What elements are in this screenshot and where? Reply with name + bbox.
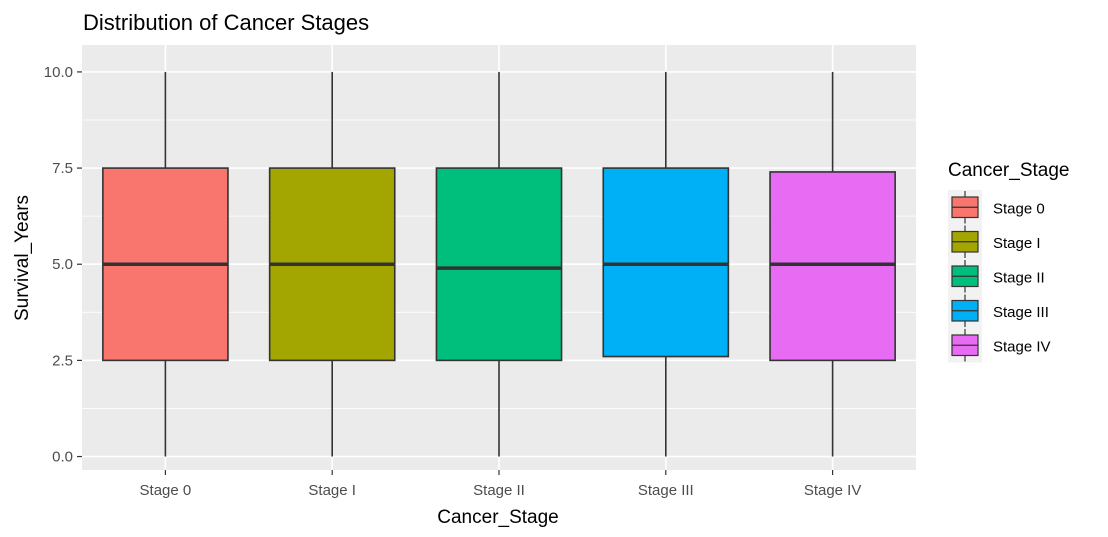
legend-label: Stage II	[993, 269, 1045, 286]
legend-item: Stage I	[948, 224, 1041, 259]
x-tick-label: Stage II	[473, 482, 525, 499]
y-tick-label: 5.0	[52, 256, 73, 273]
legend-title: Cancer_Stage	[948, 160, 1069, 181]
legend-items: Stage 0 Stage I Stage II Stage III Stage IV	[948, 190, 1051, 363]
x-axis-label: Cancer_Stage	[437, 507, 558, 528]
legend-label: Stage IV	[993, 338, 1051, 355]
y-tick-label: 10.0	[44, 64, 73, 81]
y-axis-label: Survival_Years	[12, 195, 33, 321]
legend-label: Stage I	[993, 235, 1041, 252]
box-rect	[435, 167, 563, 362]
box-0	[102, 71, 229, 457]
y-axis: 0.0 2.5 5.0 7.5 10.0	[44, 64, 82, 466]
box-2	[435, 71, 563, 457]
chart-title: Distribution of Cancer Stages	[83, 10, 369, 35]
boxes	[102, 71, 896, 457]
y-tick-label: 7.5	[52, 160, 73, 177]
x-tick-label: Stage I	[308, 482, 356, 499]
legend-item: Stage 0	[948, 190, 1045, 225]
y-tick-label: 0.0	[52, 449, 73, 466]
box-rect	[769, 171, 896, 362]
box-rect	[602, 167, 730, 358]
x-tick-label: Stage IV	[804, 482, 862, 499]
legend-item: Stage II	[948, 259, 1045, 294]
legend-item: Stage IV	[948, 328, 1051, 363]
legend-label: Stage III	[993, 304, 1049, 321]
x-tick-label: Stage 0	[140, 482, 192, 499]
legend-label: Stage 0	[993, 200, 1045, 217]
x-axis: Stage 0 Stage I Stage II Stage III Stage IV	[140, 470, 862, 499]
box-1	[268, 71, 396, 457]
legend-item: Stage III	[948, 293, 1049, 328]
x-tick-label: Stage III	[638, 482, 694, 499]
box-3	[602, 71, 730, 457]
y-tick-label: 2.5	[52, 352, 73, 369]
box-4	[769, 71, 896, 457]
